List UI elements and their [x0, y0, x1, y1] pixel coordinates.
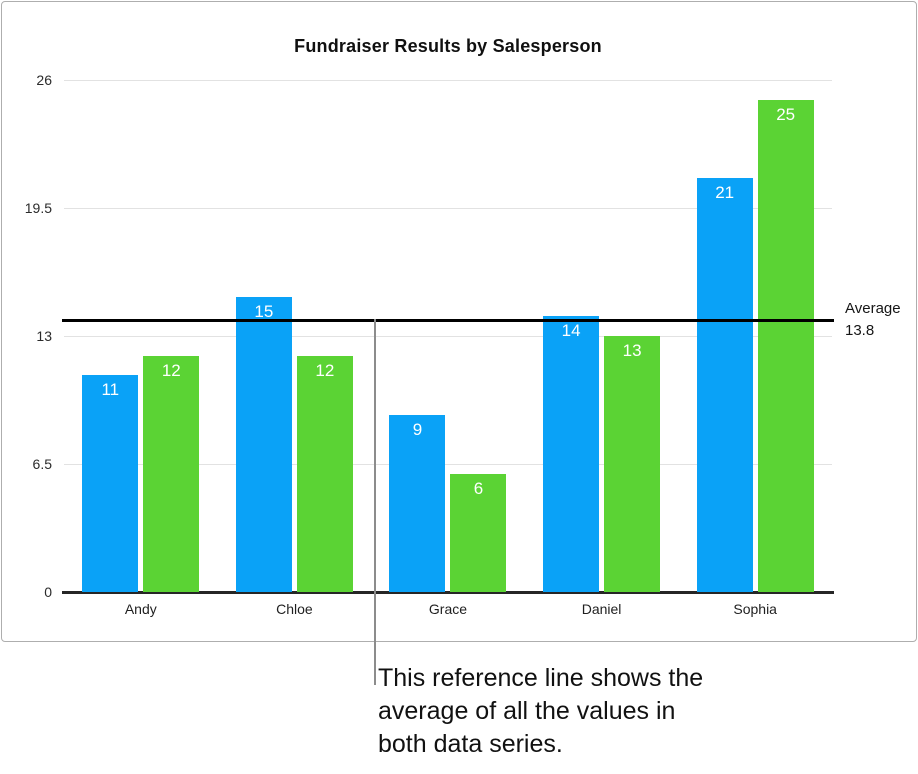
bar-group: 15 12: [218, 80, 372, 592]
app-screenshot-frame: Fundraiser Results by Salesperson 0 6.5 13…: [1, 1, 917, 642]
gridline: [64, 336, 832, 337]
bar-value-label: 9: [412, 419, 423, 439]
y-tick-label: 0: [44, 584, 52, 600]
bar-value-label: 15: [254, 301, 274, 321]
bar-series-blue: 11: [82, 375, 139, 592]
x-axis-label-sophia: Sophia: [733, 601, 777, 617]
y-tick-label: 26: [36, 72, 52, 88]
y-tick-label: 6.5: [32, 456, 52, 472]
bar-series-green: 25: [757, 99, 814, 592]
y-tick-label: 13: [36, 328, 52, 344]
gridline: [64, 208, 832, 209]
bar-groups: 11 12 15 12 9 6 14 13 21 25: [64, 80, 832, 592]
bar-group: 14 13: [525, 80, 679, 592]
bar-value-label: 6: [473, 478, 484, 498]
x-axis-labels: Andy Chloe Grace Daniel Sophia: [64, 601, 832, 617]
bar-value-label: 13: [622, 341, 642, 360]
reference-line-label-text: Average: [845, 300, 901, 317]
bar-value-label: 14: [561, 321, 581, 341]
callout-connector-line: [374, 319, 376, 685]
gridline: [64, 80, 832, 81]
reference-line-label: Average 13.8: [845, 298, 901, 342]
bar-series-blue: 21: [696, 178, 753, 592]
gridline: [64, 464, 832, 465]
average-reference-line: [62, 318, 834, 322]
plot-area: 0 6.5 13 19.5 26 11 12 15 12 9 6 14 13 21 25: [25, 72, 834, 600]
bar-series-green: 6: [450, 473, 507, 592]
bar-value-label: 11: [101, 380, 120, 400]
x-axis-label-daniel: Daniel: [581, 601, 622, 617]
bar-value-label: 21: [715, 183, 735, 203]
bar-series-green: 13: [604, 336, 661, 592]
x-axis-label-andy: Andy: [124, 601, 157, 617]
bar-value-label: 25: [776, 104, 796, 124]
bar-series-blue: 15: [235, 296, 292, 592]
reference-line-value: 13.8: [845, 322, 875, 339]
bar-series-green: 12: [296, 355, 353, 592]
x-axis-label-chloe: Chloe: [276, 601, 313, 617]
y-tick-label: 19.5: [24, 200, 52, 216]
bar-group: 21 25: [678, 80, 832, 592]
bar-group: 11 12: [64, 80, 218, 592]
bar-series-blue: 14: [543, 316, 600, 592]
callout-text: This reference line shows the average of…: [378, 664, 704, 758]
bar-series-green: 12: [143, 355, 200, 592]
x-axis-line: [62, 591, 834, 594]
bar-value-label: 12: [315, 360, 335, 380]
bar-series-blue: 9: [389, 414, 446, 592]
bar-value-label: 12: [161, 360, 181, 380]
chart-title: Fundraiser Results by Salesperson: [294, 36, 602, 56]
x-axis-label-grace: Grace: [428, 601, 468, 617]
